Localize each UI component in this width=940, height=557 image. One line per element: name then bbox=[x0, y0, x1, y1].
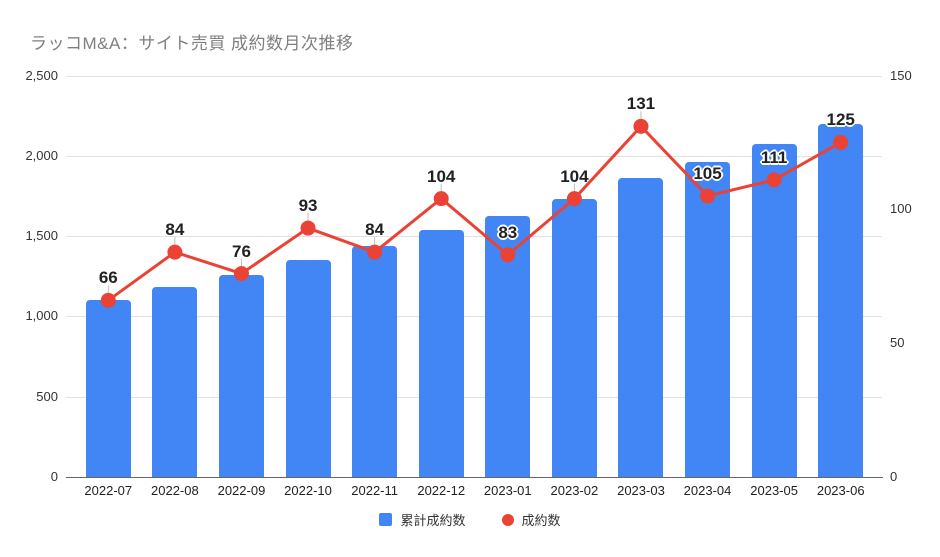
y-axis-right-tick-label: 150 bbox=[890, 67, 912, 83]
x-axis-tick-label: 2022-08 bbox=[151, 483, 199, 498]
y-axis-left-tick-label: 2,000 bbox=[25, 147, 58, 163]
bar bbox=[685, 161, 731, 477]
line-point bbox=[500, 247, 516, 263]
bar bbox=[218, 274, 264, 477]
x-axis-tick-label: 2022-10 bbox=[284, 483, 332, 498]
line-point bbox=[300, 220, 316, 236]
y-axis-right-tick-label: 0 bbox=[890, 469, 898, 484]
bar bbox=[152, 286, 198, 477]
x-axis-tick-label: 2022-07 bbox=[84, 483, 133, 498]
y-axis-right-tick-label: 100 bbox=[890, 201, 912, 217]
bar bbox=[285, 259, 331, 477]
line-point bbox=[233, 266, 249, 282]
legend: 累計成約数 成約数 bbox=[0, 510, 940, 529]
x-axis-tick-label: 2022-12 bbox=[417, 483, 466, 498]
bar bbox=[352, 246, 398, 477]
line-point bbox=[167, 244, 183, 260]
line-series-swatch-icon bbox=[501, 513, 514, 526]
line-point bbox=[566, 191, 582, 207]
bar bbox=[551, 199, 597, 477]
point-data-label: 76 bbox=[231, 241, 251, 261]
legend-label-cumulative: 累計成約数 bbox=[400, 513, 466, 528]
point-data-label: 105 bbox=[693, 163, 722, 183]
point-data-label: 93 bbox=[298, 196, 318, 216]
bar bbox=[818, 123, 864, 477]
point-data-label: 84 bbox=[165, 220, 185, 240]
x-axis-tick-label: 2023-03 bbox=[617, 483, 665, 498]
bar bbox=[418, 229, 464, 477]
x-axis-tick-label: 2022-09 bbox=[217, 483, 266, 498]
gridline bbox=[66, 396, 882, 398]
x-axis-tick-label: 2023-02 bbox=[550, 483, 599, 498]
point-data-label: 111 bbox=[760, 147, 788, 167]
bar bbox=[85, 300, 131, 477]
point-data-label: 83 bbox=[498, 222, 518, 242]
y-axis-left-tick-label: 1,500 bbox=[25, 228, 58, 244]
line-point bbox=[833, 134, 849, 150]
chart-title: ラッコM&A：サイト売買 成約数月次推移 bbox=[30, 34, 354, 53]
line-point bbox=[433, 191, 449, 207]
gridline bbox=[66, 155, 882, 157]
legend-item-cumulative: 累計成約数 bbox=[379, 510, 466, 529]
line-point bbox=[633, 118, 649, 134]
bar bbox=[618, 178, 664, 477]
x-axis-tick-label: 2022-11 bbox=[351, 483, 398, 498]
line-point bbox=[100, 292, 116, 308]
y-axis-left-tick-label: 1,000 bbox=[25, 308, 58, 324]
x-axis-baseline bbox=[66, 477, 883, 478]
point-data-label: 125 bbox=[826, 110, 855, 130]
y-axis-left-tick-label: 500 bbox=[36, 388, 58, 404]
line-path bbox=[107, 124, 842, 302]
legend-label-monthly: 成約数 bbox=[521, 513, 561, 528]
gridline bbox=[66, 75, 882, 77]
point-data-label: 131 bbox=[626, 94, 656, 114]
line-point bbox=[367, 244, 383, 260]
bar bbox=[751, 143, 797, 477]
point-data-label: 84 bbox=[365, 220, 385, 240]
point-data-label: 66 bbox=[98, 268, 118, 288]
y-axis-left-tick-label: 2,500 bbox=[25, 67, 58, 83]
gridline bbox=[66, 316, 882, 318]
y-axis-left-tick-label: 0 bbox=[50, 469, 58, 484]
line-point bbox=[700, 188, 716, 204]
point-data-label: 104 bbox=[560, 166, 589, 186]
point-data-label: 104 bbox=[427, 166, 456, 186]
x-axis-tick-label: 2023-01 bbox=[483, 483, 532, 498]
x-axis-tick-label: 2023-05 bbox=[750, 483, 798, 498]
line-point bbox=[766, 172, 782, 188]
bar-series-swatch-icon bbox=[379, 513, 393, 526]
gridline bbox=[66, 236, 882, 238]
x-axis-tick-label: 2023-04 bbox=[683, 483, 732, 498]
x-axis-tick-label: 2023-06 bbox=[816, 483, 865, 498]
y-axis-right-tick-label: 50 bbox=[890, 335, 905, 351]
legend-item-monthly: 成約数 bbox=[501, 510, 561, 529]
